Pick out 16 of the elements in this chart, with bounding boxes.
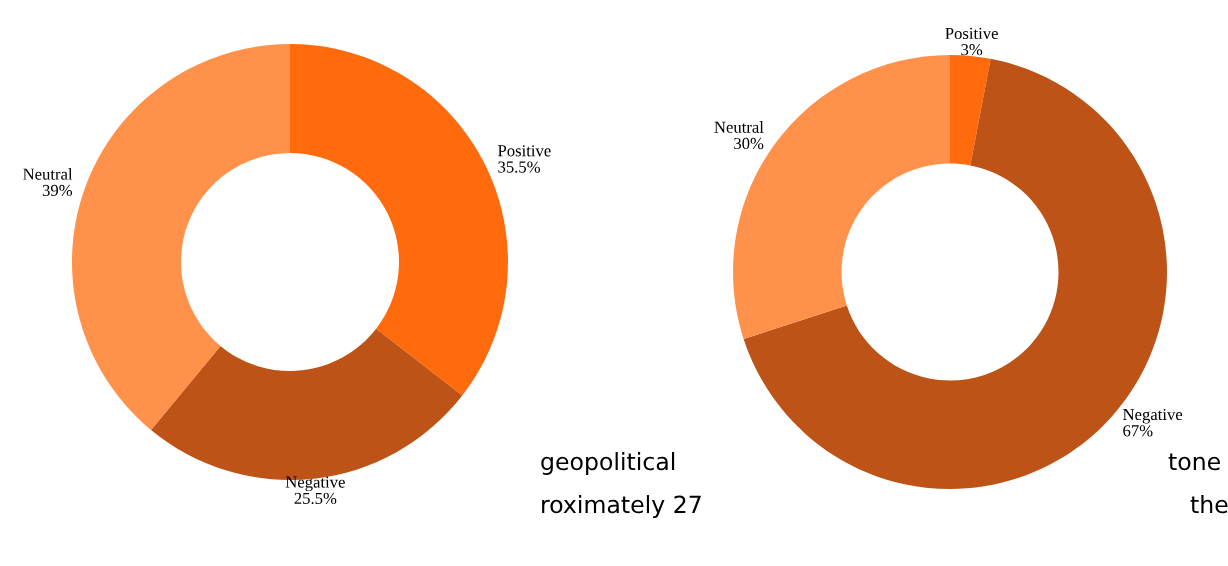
data-label: 35.5% <box>498 161 540 173</box>
text: geopolitical <box>541 452 675 475</box>
slice-label: Neutral <box>23 168 73 180</box>
slice-label: Negative <box>1123 408 1183 424</box>
data-label: 30% <box>734 137 764 150</box>
data-label: 67% <box>1123 425 1153 437</box>
slice-label: Negative <box>285 476 345 492</box>
slice-label: Positive <box>498 145 551 157</box>
text: the <box>1190 495 1228 514</box>
data-label: 3% <box>961 44 983 56</box>
slice-label: Positive <box>945 27 998 40</box>
data-label: 39% <box>42 184 73 197</box>
slice-label: Neutral <box>714 121 764 133</box>
text: roximately 27 <box>542 495 701 518</box>
data-label: 25.5% <box>294 492 337 505</box>
text: tone <box>1168 453 1220 471</box>
